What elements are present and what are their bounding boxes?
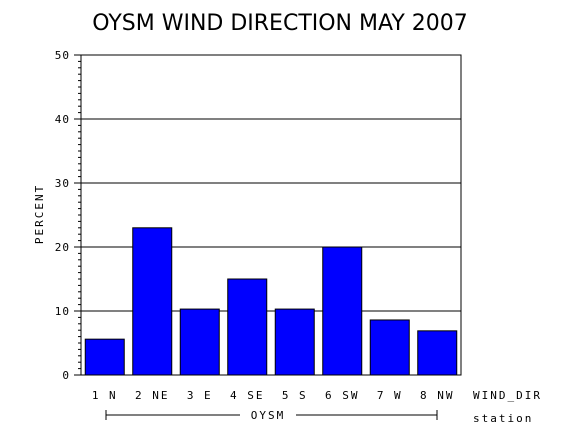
x-tick-label: 8 NW	[420, 389, 455, 402]
group-axis-label: station	[473, 412, 533, 425]
x-tick-label: 1 N	[92, 389, 118, 402]
bars	[84, 227, 458, 376]
bar-7	[369, 319, 410, 376]
bar-2	[132, 227, 173, 376]
bar-6	[322, 246, 363, 376]
y-tick-label: 20	[55, 241, 70, 254]
bar-3	[179, 308, 220, 376]
chart-title: OYSM WIND DIRECTION MAY 2007	[92, 11, 468, 36]
x-axis: 1 N 2 NE 3 E 4 SE 5 S 6 SW 7 W 8 NW	[92, 389, 455, 402]
bar-4	[227, 278, 268, 376]
bar-8	[417, 330, 458, 376]
y-tick-label: 30	[55, 177, 70, 190]
x-tick-label: 7 W	[377, 389, 403, 402]
y-tick-label: 10	[55, 305, 70, 318]
bar-1	[84, 338, 125, 376]
y-axis-label: PERCENT	[33, 184, 46, 244]
x-tick-label: 2 NE	[135, 389, 170, 402]
y-axis: 0 10 20 30 40 50	[55, 49, 81, 382]
x-axis-label: WIND_DIR	[473, 389, 542, 402]
x-tick-label: 5 S	[282, 389, 308, 402]
x-tick-label: 3 E	[187, 389, 213, 402]
x-tick-label: 4 SE	[230, 389, 265, 402]
y-tick-label: 50	[55, 49, 70, 62]
group-label: OYSM	[251, 409, 286, 422]
y-tick-label: 40	[55, 113, 70, 126]
x-tick-label: 6 SW	[325, 389, 360, 402]
y-tick-label: 0	[62, 369, 70, 382]
group-axis	[105, 410, 438, 420]
bar-5	[274, 308, 315, 376]
